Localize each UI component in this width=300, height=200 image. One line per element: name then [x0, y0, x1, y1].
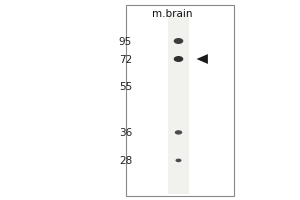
Polygon shape [196, 54, 208, 64]
Bar [126, 5, 234, 196]
Ellipse shape [176, 159, 182, 162]
Ellipse shape [174, 38, 183, 44]
Text: 55: 55 [119, 82, 132, 92]
Ellipse shape [174, 56, 183, 62]
Text: 36: 36 [119, 128, 132, 138]
Ellipse shape [175, 130, 182, 135]
Text: 28: 28 [119, 156, 132, 166]
Text: 95: 95 [119, 37, 132, 47]
Text: m.brain: m.brain [152, 9, 193, 19]
Text: 72: 72 [119, 55, 132, 65]
Bar [168, 13, 189, 194]
